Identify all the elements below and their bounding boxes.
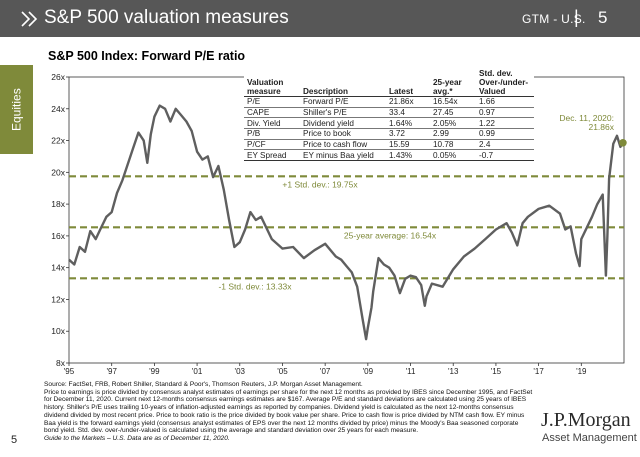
y-tick-label: 20x	[51, 167, 65, 177]
reference-label: 25-year average: 16.54x	[344, 230, 437, 240]
table-cell: 1.43%	[386, 149, 430, 162]
table-cell: 21.86x	[386, 96, 430, 108]
reference-label: +1 Std. dev.: 19.75x	[282, 179, 358, 189]
y-tick-label: 26x	[51, 72, 65, 82]
y-tick-label: 16x	[51, 231, 65, 241]
reference-label: -1 Std. dev.: 13.33x	[218, 281, 292, 291]
table-cell: EY minus Baa yield	[300, 149, 386, 162]
table-cell: P/E	[244, 96, 300, 108]
brand-subtitle: Asset Management	[542, 432, 637, 444]
footnote: Source: FactSet, FRB, Robert Shiller, St…	[44, 381, 534, 443]
x-tick-label: '19	[576, 367, 587, 376]
table-cell: 0.05%	[430, 149, 476, 162]
reference-lines: +1 Std. dev.: 19.75x 25-year average: 16.…	[69, 175, 624, 291]
table-cell: 15.59	[386, 139, 430, 151]
chart-axes: 8x 10x 12x 14x 16x 18x 20x 22x 24x 26x '95 '97 '99 '0…	[51, 72, 625, 376]
table-cell: 0.97	[476, 107, 534, 119]
table-cell: 2.05%	[430, 117, 476, 130]
section-tab	[0, 65, 33, 154]
latest-value-marker	[619, 138, 627, 147]
table-row: Div. Yield Dividend yield 1.64% 2.05% 1.22	[244, 117, 534, 130]
column-header: Description	[300, 69, 386, 97]
table-cell: Shiller's P/E	[300, 107, 386, 119]
x-tick-label: '99	[149, 367, 160, 376]
table-cell: 0.99	[476, 128, 534, 140]
table-cell: 33.4	[386, 107, 430, 119]
table-cell: CAPE	[244, 107, 300, 119]
y-tick-label: 12x	[51, 294, 65, 304]
table-row: P/E Forward P/E 21.86x 16.54x 1.66	[244, 96, 534, 108]
x-tick-label: '01	[192, 367, 203, 376]
y-tick-label: 14x	[51, 263, 65, 273]
x-tick-label: '05	[277, 367, 288, 376]
column-header: Valuation measure	[244, 69, 300, 97]
page-title: S&P 500 valuation measures	[44, 7, 289, 28]
latest-date-label: Dec. 11, 2020:	[559, 113, 614, 123]
x-tick-label: '95	[64, 367, 75, 376]
x-tick-label: '07	[320, 367, 331, 376]
column-header: Latest	[386, 69, 430, 97]
guide-tag: GTM - U.S.	[522, 12, 586, 26]
y-tick-label: 22x	[51, 136, 65, 146]
x-tick-label: '17	[533, 367, 544, 376]
x-tick-label: '03	[235, 367, 246, 376]
table-cell: Price to book	[300, 128, 386, 140]
x-tick-label: '13	[448, 367, 459, 376]
y-tick-label: 8x	[56, 358, 66, 368]
y-tick-label: 10x	[51, 326, 65, 336]
chevron-icon	[21, 11, 38, 27]
table-cell: Forward P/E	[300, 96, 386, 108]
table-cell: Dividend yield	[300, 117, 386, 130]
x-tick-label: '09	[363, 367, 374, 376]
x-tick-label: '15	[491, 367, 502, 376]
y-tick-label: 24x	[51, 104, 65, 114]
footnote-guide: Guide to the Markets – U.S. Data are as …	[44, 434, 230, 442]
latest-value-label: 21.86x	[588, 122, 614, 132]
footer-page-number: 5	[11, 434, 18, 446]
forward-pe-line	[68, 104, 624, 341]
table-cell: 16.54x	[430, 96, 476, 108]
valuation-table: Valuation measure Description Latest 25-…	[244, 69, 534, 162]
y-tick-label: 18x	[51, 199, 65, 209]
pe-ratio-chart: 8x 10x 12x 14x 16x 18x 20x 22x 24x 26x '95 '97 '99 '0…	[51, 72, 627, 376]
table-cell: 1.22	[476, 117, 534, 130]
table-cell: EY Spread	[244, 149, 300, 162]
table-row: P/CF Price to cash flow 15.59 10.78 2.4	[244, 139, 534, 151]
chart-title: S&P 500 Index: Forward P/E ratio	[48, 49, 246, 63]
table-cell: Div. Yield	[244, 117, 300, 130]
x-tick-label: '11	[406, 367, 416, 376]
table-cell: 1.66	[476, 96, 534, 108]
table-cell: P/B	[244, 128, 300, 140]
header-bar	[0, 0, 640, 37]
footnote-sources: Source: FactSet, FRB, Robert Shiller, St…	[44, 381, 363, 388]
table-row: CAPE Shiller's P/E 33.4 27.45 0.97	[244, 107, 534, 119]
column-header: Std. dev. Over-/under- Valued	[476, 69, 534, 97]
header-separator: |	[574, 7, 579, 27]
footnote-body: Price to earnings is price divided by co…	[44, 388, 533, 435]
table-cell: -0.7	[476, 149, 534, 162]
table-cell: 2.99	[430, 128, 476, 140]
table-cell: 1.64%	[386, 117, 430, 130]
table-cell: 2.4	[476, 139, 534, 151]
table-cell: Price to cash flow	[300, 139, 386, 151]
table-cell: 27.45	[430, 107, 476, 119]
brand-logo: J.P.Morgan	[541, 409, 631, 431]
table-row: EY Spread EY minus Baa yield 1.43% 0.05% -0.…	[244, 149, 534, 162]
x-tick-label: '97	[106, 367, 117, 376]
header-page-number: 5	[598, 8, 608, 27]
table-cell: 10.78	[430, 139, 476, 151]
table-cell: 3.72	[386, 128, 430, 140]
table-header-row: Valuation measure Description Latest 25-…	[244, 69, 534, 97]
table-cell: P/CF	[244, 139, 300, 151]
column-header: 25-year avg.*	[430, 69, 476, 97]
table-row: P/B Price to book 3.72 2.99 0.99	[244, 128, 534, 140]
